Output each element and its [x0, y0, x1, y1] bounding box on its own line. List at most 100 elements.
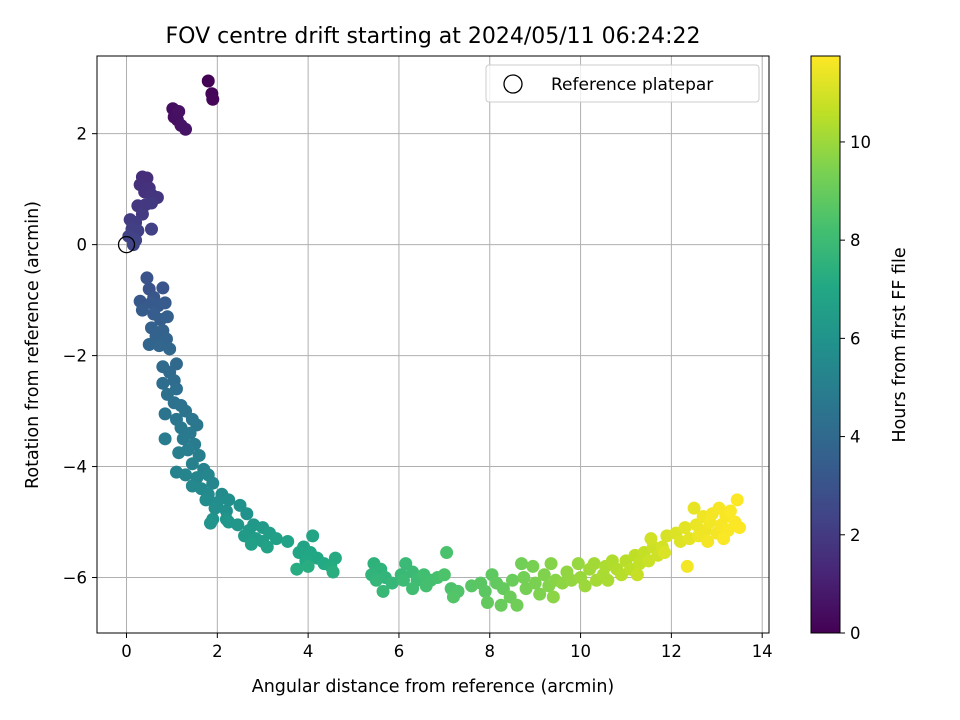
data-point: [678, 521, 692, 535]
data-point: [687, 501, 701, 515]
data-point: [158, 296, 172, 310]
data-point: [158, 432, 172, 446]
data-point: [156, 376, 170, 390]
data-point: [240, 507, 254, 521]
data-point: [526, 559, 540, 573]
data-point: [172, 446, 186, 460]
chart-title: FOV centre drift starting at 2024/05/11 …: [166, 24, 701, 49]
data-point: [199, 493, 213, 507]
plot-frame: [96, 55, 770, 634]
data-point: [301, 559, 315, 573]
data-point: [163, 342, 177, 356]
data-point: [281, 534, 295, 548]
y-tick-label: −2: [63, 347, 87, 366]
colorbar-tick-label: 10: [850, 133, 871, 152]
data-point: [528, 576, 542, 590]
colorbar-label: Hours from first FF file: [890, 247, 910, 442]
y-axis-ticks: −6 −4 −2 0 2: [63, 125, 97, 588]
data-point: [231, 518, 245, 532]
data-point: [172, 104, 186, 118]
data-point: [290, 562, 304, 576]
x-tick-label: 0: [121, 642, 132, 661]
data-point: [478, 584, 492, 598]
data-point: [326, 565, 340, 579]
data-point: [206, 476, 220, 490]
data-point: [208, 501, 222, 515]
data-point: [222, 493, 236, 507]
data-point: [510, 598, 524, 612]
data-point: [160, 310, 174, 324]
data-point: [396, 573, 410, 587]
data-point: [376, 584, 390, 598]
data-point: [204, 516, 218, 530]
data-point: [126, 238, 140, 252]
data-points: [122, 74, 746, 612]
data-point: [701, 534, 715, 548]
data-point: [201, 74, 215, 88]
data-point: [723, 504, 737, 518]
data-point: [505, 573, 519, 587]
data-point: [730, 493, 744, 507]
legend-marker-icon: [503, 74, 523, 94]
y-tick-label: −6: [63, 569, 87, 588]
y-tick-label: 0: [77, 236, 88, 255]
data-point: [406, 582, 420, 596]
x-tick-label: 12: [661, 642, 682, 661]
data-point: [176, 432, 190, 446]
data-point: [517, 571, 531, 585]
legend: Reference platepar: [485, 64, 760, 103]
data-point: [480, 595, 494, 609]
data-point: [158, 407, 172, 421]
colorbar-tick-label: 0: [850, 624, 861, 643]
data-point: [156, 281, 170, 295]
data-point: [537, 568, 551, 582]
colorbar-tick-label: 8: [850, 231, 861, 250]
data-point: [717, 532, 731, 546]
data-point: [578, 579, 592, 593]
data-point: [260, 540, 274, 554]
data-point: [533, 587, 547, 601]
data-point: [440, 546, 454, 560]
colorbar-tick-label: 6: [850, 329, 861, 348]
x-tick-label: 6: [394, 642, 405, 661]
data-point: [179, 468, 193, 482]
legend-box: [485, 64, 760, 103]
y-axis-label: Rotation from reference (arcmin): [23, 201, 43, 489]
data-point: [732, 521, 746, 535]
grid-lines: [97, 56, 769, 633]
data-point: [179, 122, 193, 136]
x-axis-ticks: 0 2 4 6 8 10 12 14: [121, 633, 773, 661]
data-point: [544, 557, 558, 571]
data-point: [135, 303, 149, 317]
x-tick-label: 8: [485, 642, 496, 661]
legend-label: Reference platepar: [551, 75, 713, 95]
data-point: [269, 532, 283, 546]
x-tick-label: 10: [570, 642, 591, 661]
data-point: [546, 590, 560, 604]
data-point: [630, 568, 644, 582]
x-axis-label: Angular distance from reference (arcmin): [252, 677, 615, 697]
data-point: [152, 339, 166, 353]
data-point: [419, 579, 433, 593]
data-point: [601, 573, 615, 587]
data-point: [144, 196, 158, 210]
y-tick-label: 2: [77, 125, 88, 144]
x-tick-label: 14: [752, 642, 773, 661]
x-tick-label: 2: [212, 642, 223, 661]
data-point: [140, 271, 154, 285]
colorbar-tick-label: 4: [850, 428, 861, 447]
data-point: [244, 537, 258, 551]
data-point: [446, 590, 460, 604]
data-point: [587, 557, 601, 571]
colorbar-gradient: [810, 55, 841, 634]
data-point: [142, 338, 156, 351]
data-point: [385, 576, 399, 590]
data-point: [306, 529, 320, 543]
data-point: [144, 222, 158, 236]
x-tick-label: 4: [303, 642, 314, 661]
colorbar-tick-label: 2: [850, 526, 861, 545]
data-point: [369, 573, 383, 587]
data-point: [658, 546, 672, 560]
data-point: [206, 92, 220, 106]
